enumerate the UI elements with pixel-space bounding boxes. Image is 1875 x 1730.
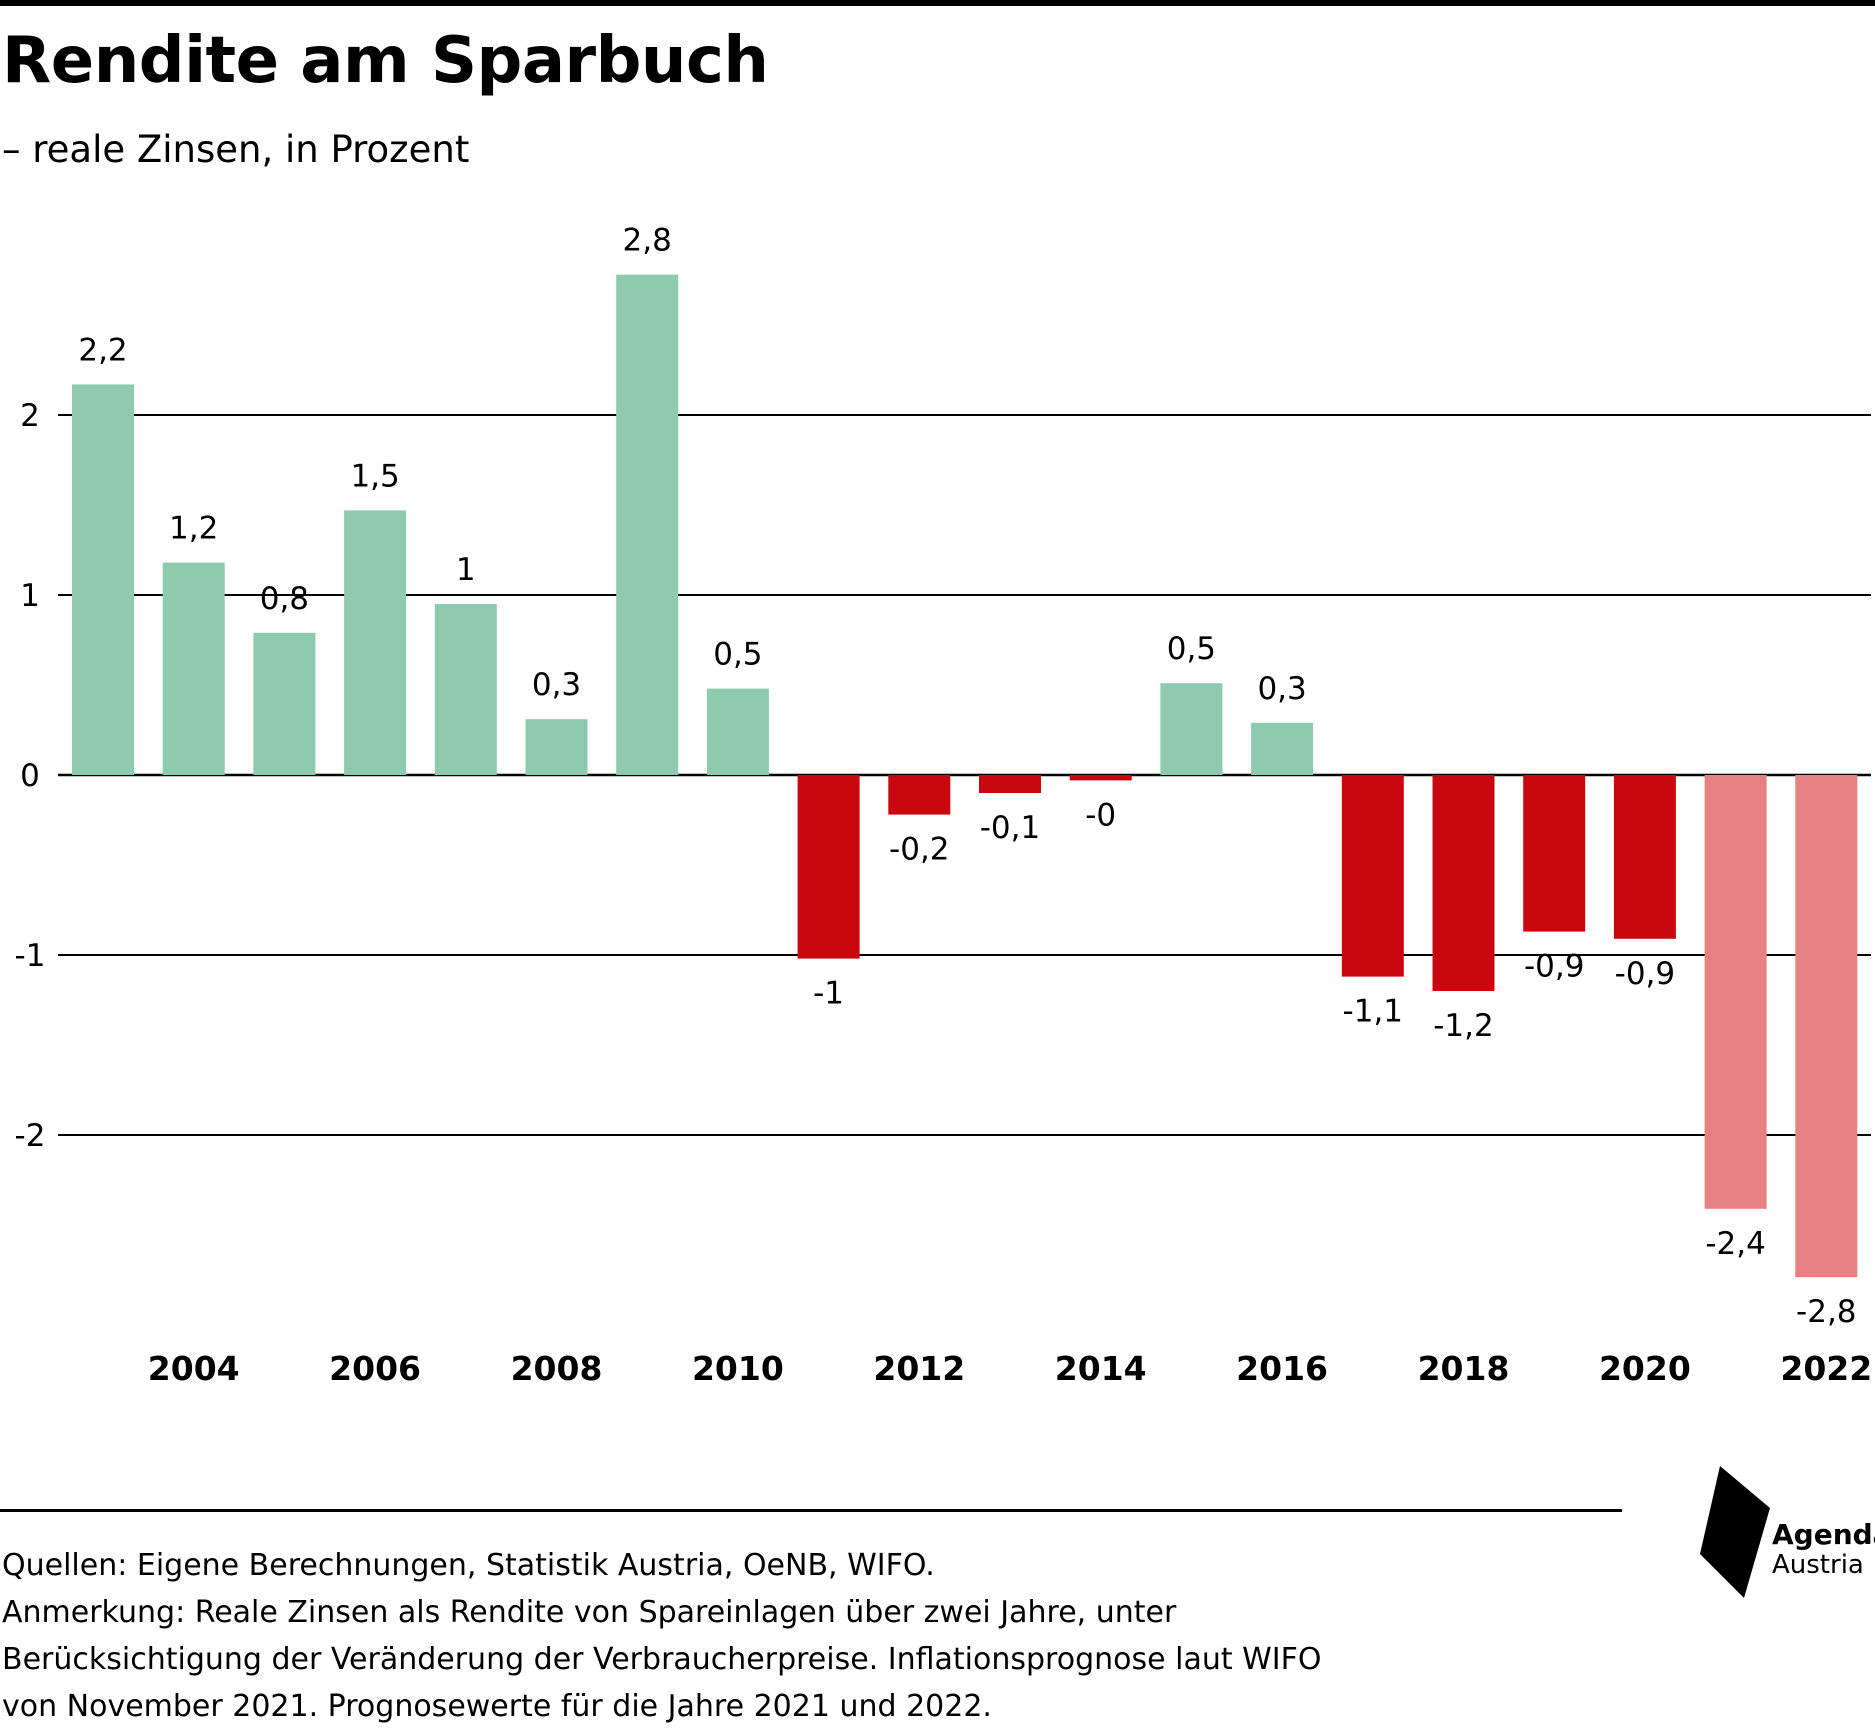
data-label-2021: -2,4 (1705, 1226, 1766, 1262)
annotation-line-1: Anmerkung: Reale Zinsen als Rendite von … (2, 1595, 1177, 1630)
data-label-2011: -1 (813, 976, 844, 1012)
bar-2014 (1069, 775, 1132, 781)
data-labels: 2,2 1,2 0,8 1,5 1 0,3 2,8 0,5 -1 -0,2 -0,1 -0 0,5 0,3… (78, 223, 1856, 1331)
bar-2003 (72, 384, 134, 775)
data-label-2014: -0 (1085, 797, 1116, 833)
bar-2015 (1160, 683, 1223, 775)
data-label-2005: 0,8 (260, 581, 309, 617)
x-tick-label-2018: 2018 (1418, 1349, 1510, 1388)
data-label-2009: 2,8 (623, 223, 672, 259)
data-label-2010: 0,5 (713, 637, 762, 673)
gridlines (58, 414, 1871, 1136)
data-label-2013: -0,1 (980, 810, 1041, 846)
y-tick-label-2: 2 (20, 398, 40, 434)
y-axis-tick-labels: 2 1 0 -1 -2 (15, 398, 46, 1154)
x-tick-label-2012: 2012 (873, 1349, 965, 1388)
y-tick-label-1: 1 (20, 578, 40, 614)
bar-2006 (344, 510, 407, 775)
data-label-2019: -0,9 (1524, 949, 1585, 985)
annotation-line-3: von November 2021. Prognosewerte für die… (2, 1689, 992, 1724)
data-label-2022: -2,8 (1796, 1294, 1857, 1330)
logo-mark-icon (1700, 1466, 1770, 1598)
data-label-2003: 2,2 (78, 332, 127, 368)
footnotes: Quellen: Eigene Berechnungen, Statistik … (2, 1542, 1322, 1730)
x-tick-label-2016: 2016 (1236, 1349, 1328, 1388)
x-tick-label-2022: 2022 (1780, 1349, 1872, 1388)
agenda-austria-logo: Agenda Austria (1700, 1466, 1875, 1606)
bar-2011 (797, 775, 860, 959)
data-label-2006: 1,5 (350, 458, 399, 494)
data-label-2012: -0,2 (889, 832, 950, 868)
data-label-2017: -1,1 (1343, 994, 1404, 1030)
data-label-2004: 1,2 (169, 511, 218, 547)
data-label-2008: 0,3 (532, 667, 581, 703)
x-tick-label-2006: 2006 (329, 1349, 421, 1388)
bar-2005 (253, 632, 316, 775)
data-label-2015: 0,5 (1167, 631, 1216, 667)
bar-2019 (1523, 775, 1586, 932)
bar-chart: 2 1 0 -1 -2 2,2 1,2 0,8 1,5 1 0,3 2,8 0,5 -1 -0,2 -0,1… (15, 223, 1873, 1388)
bar-2016 (1251, 722, 1314, 775)
footer-rule (0, 1509, 1622, 1512)
data-label-2018: -1,2 (1433, 1008, 1494, 1044)
x-tick-label-2014: 2014 (1055, 1349, 1147, 1388)
bar-2007 (434, 604, 497, 775)
bars (72, 274, 1858, 1278)
data-label-2020: -0,9 (1615, 956, 1676, 992)
chart-title: Rendite am Sparbuch (2, 24, 769, 98)
bar-2021 (1704, 775, 1767, 1209)
x-tick-label-2004: 2004 (148, 1349, 240, 1388)
x-tick-label-2008: 2008 (511, 1349, 603, 1388)
chart-subtitle: – reale Zinsen, in Prozent (2, 128, 470, 171)
bar-2010 (706, 688, 769, 775)
bar-2020 (1613, 775, 1676, 939)
logo-text-agenda: Agenda (1772, 1518, 1875, 1551)
y-tick-label--2: -2 (15, 1118, 46, 1154)
bar-2022 (1795, 775, 1858, 1278)
logo-text-austria: Austria (1772, 1550, 1864, 1580)
bar-2017 (1341, 775, 1404, 977)
y-tick-label-0: 0 (20, 758, 40, 794)
bar-2009 (616, 274, 679, 775)
data-label-2007: 1 (456, 552, 476, 588)
x-axis-tick-labels: 2004 2006 2008 2010 2012 2014 2016 2018 2020 2022 (148, 1349, 1872, 1388)
y-tick-label--1: -1 (15, 938, 46, 974)
bar-2018 (1432, 775, 1495, 991)
annotation-line-2: Berücksichtigung der Veränderung der Ver… (2, 1642, 1322, 1677)
bar-2012 (888, 775, 951, 815)
bar-2008 (525, 719, 588, 775)
bar-2004 (162, 562, 225, 775)
top-rule (0, 0, 1875, 6)
source-note: Quellen: Eigene Berechnungen, Statistik … (2, 1548, 935, 1583)
bar-2013 (979, 775, 1041, 793)
data-label-2016: 0,3 (1257, 671, 1306, 707)
x-tick-label-2020: 2020 (1599, 1349, 1691, 1388)
x-tick-label-2010: 2010 (692, 1349, 784, 1388)
